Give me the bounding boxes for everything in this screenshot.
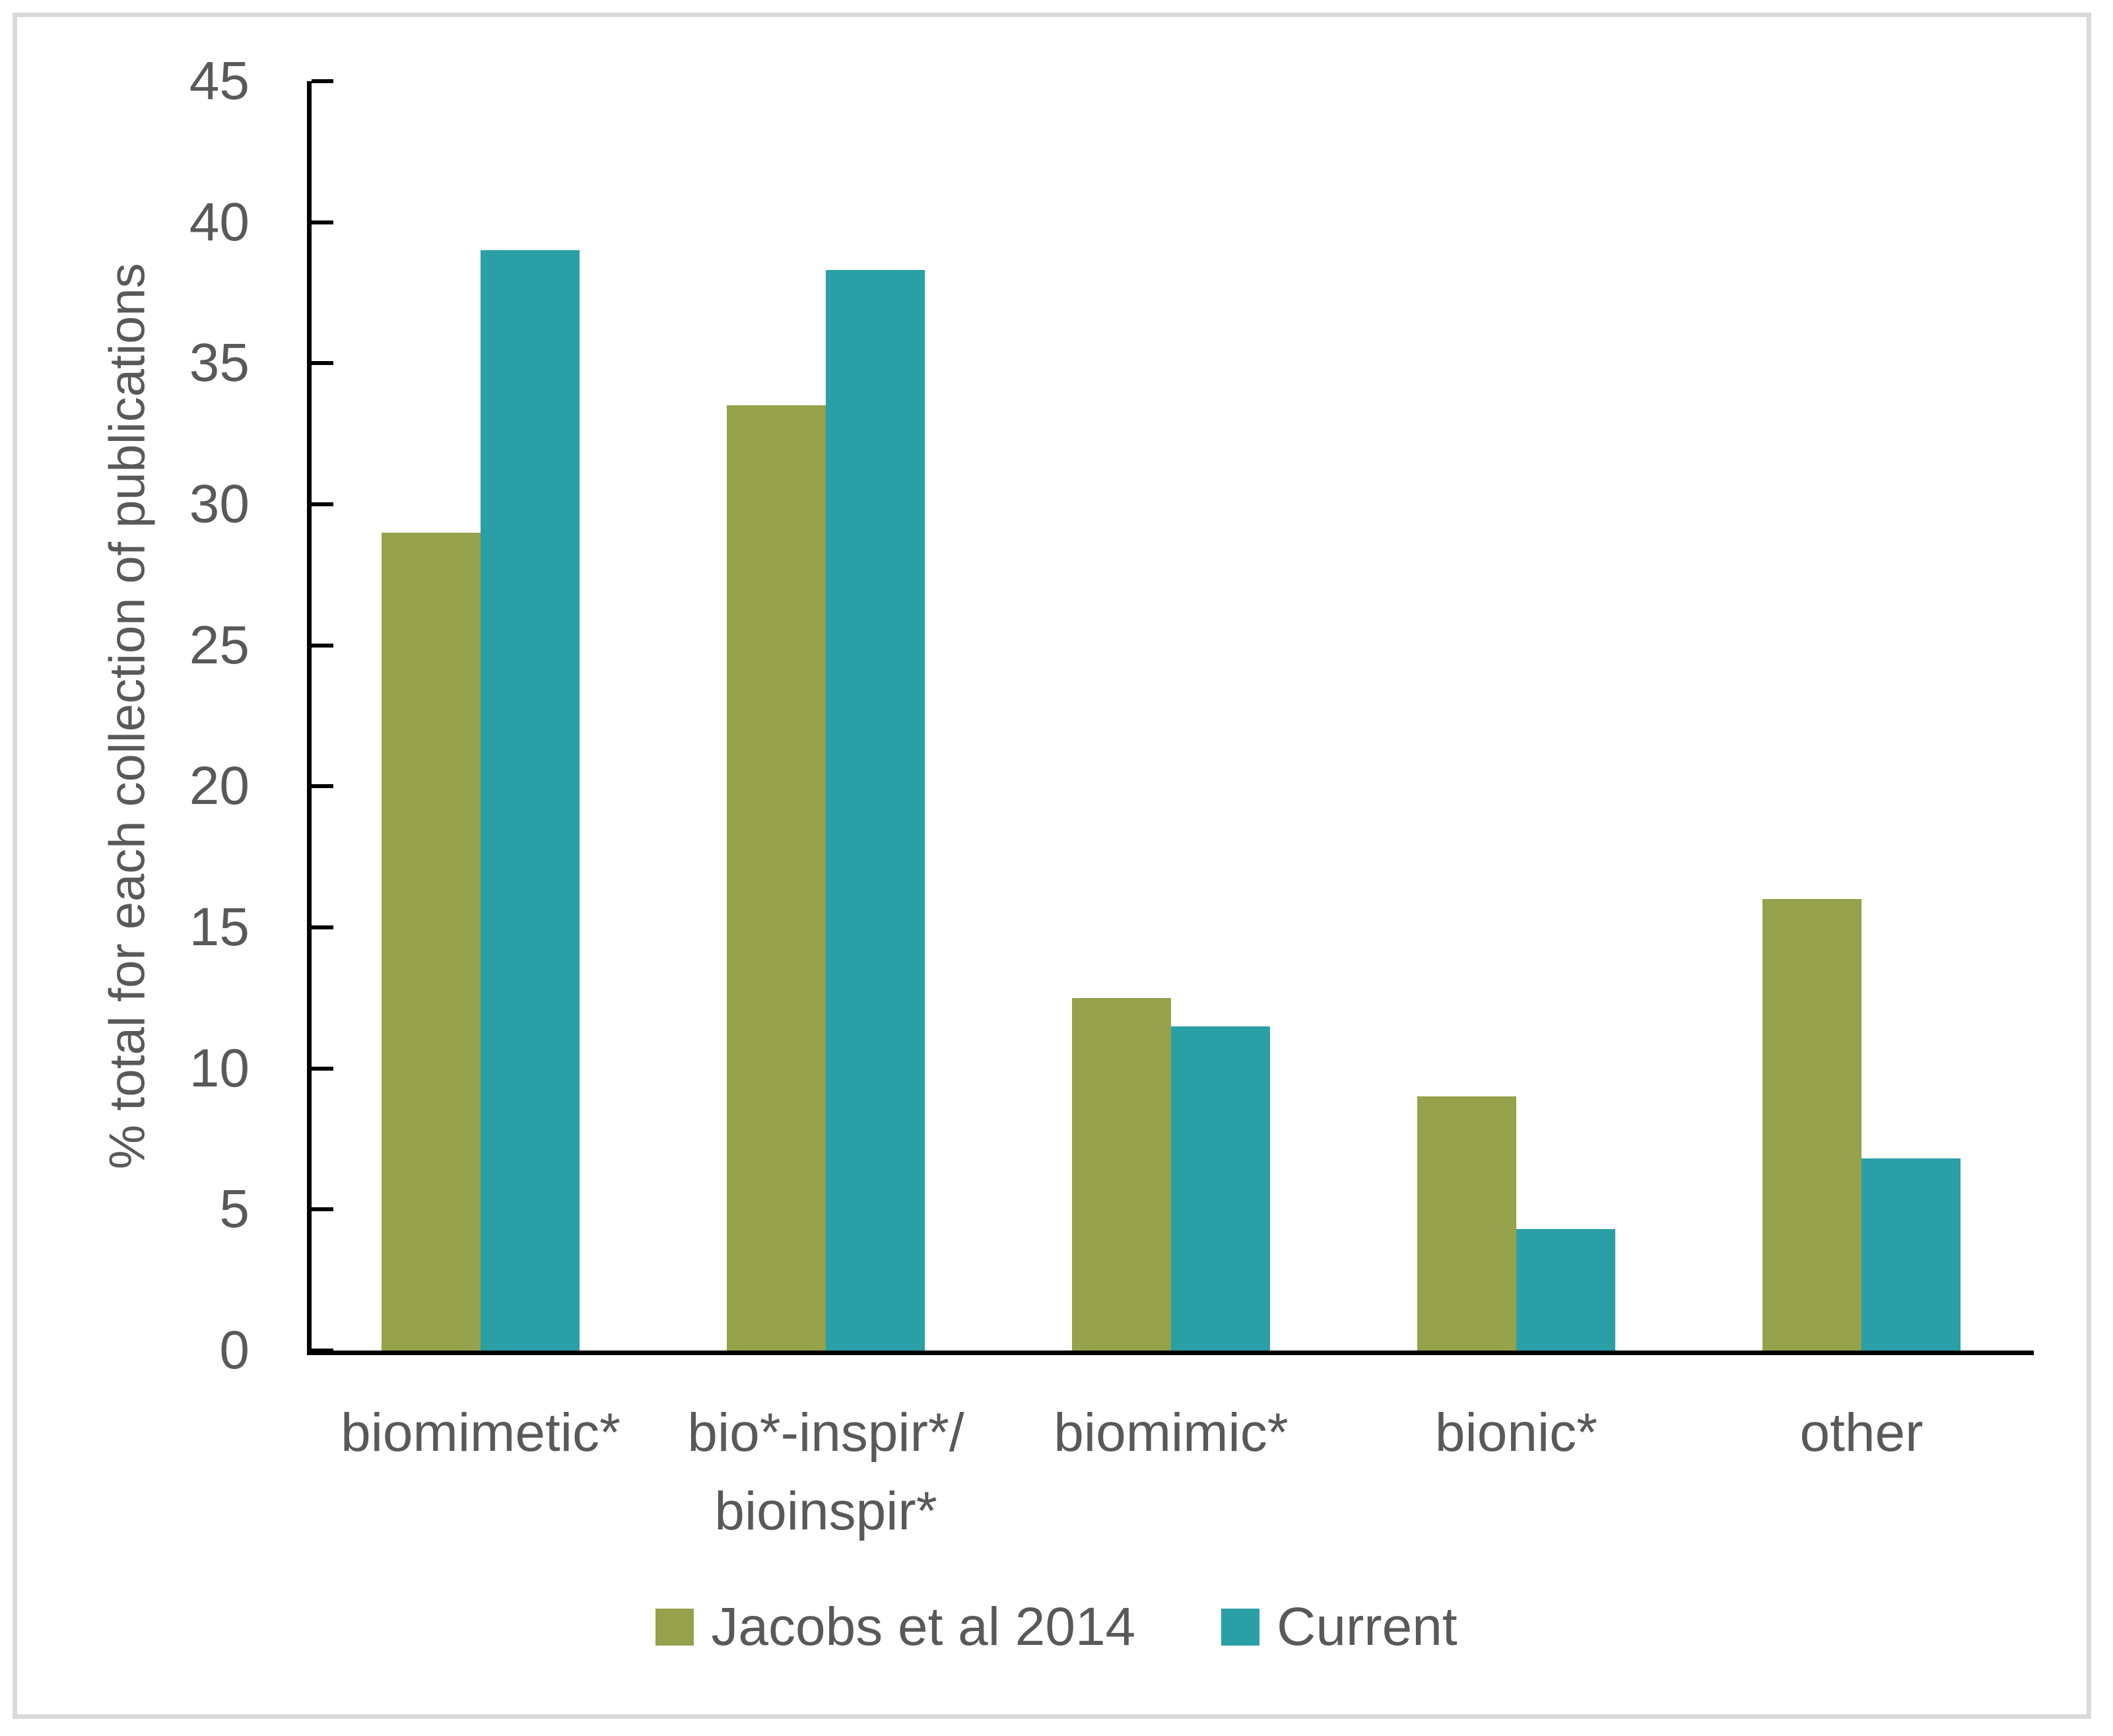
bar-current-bionic xyxy=(1516,1229,1615,1351)
y-tick-label-0: 0 xyxy=(219,1320,250,1380)
y-tick-20 xyxy=(312,784,333,789)
y-tick-15 xyxy=(312,925,333,929)
y-tick-25 xyxy=(312,643,333,648)
y-tick-label-35: 35 xyxy=(189,333,250,393)
y-tick-label-25: 25 xyxy=(189,615,250,675)
legend-label-current: Current xyxy=(1277,1597,1458,1657)
bar-jacobs-et-al-2014-bionic xyxy=(1417,1096,1516,1351)
legend-label-jacobs-et-al-2014: Jacobs et al 2014 xyxy=(711,1597,1136,1657)
x-category-label-bionic: bionic* xyxy=(1434,1403,1598,1463)
x-axis-line xyxy=(307,1351,2034,1355)
y-tick-label-10: 10 xyxy=(189,1038,250,1098)
x-category-label-biomimic: biomimic* xyxy=(1054,1403,1289,1463)
bar-jacobs-et-al-2014-other xyxy=(1762,899,1861,1351)
y-tick-label-15: 15 xyxy=(189,897,250,957)
y-tick-label-20: 20 xyxy=(189,756,250,817)
legend-item-jacobs-et-al-2014: Jacobs et al 2014 xyxy=(655,1596,1135,1658)
bar-current-biomimic xyxy=(1171,1026,1270,1351)
y-tick-0 xyxy=(312,1349,333,1352)
y-tick-10 xyxy=(312,1066,333,1071)
y-axis-title: % total for each collection of publicati… xyxy=(99,263,156,1170)
y-tick-5 xyxy=(312,1207,333,1212)
y-tick-label-30: 30 xyxy=(189,474,250,534)
bar-current-other xyxy=(1861,1158,1961,1351)
x-category-label-other: other xyxy=(1799,1403,1924,1463)
bar-jacobs-et-al-2014-biomimetic xyxy=(382,533,481,1351)
y-tick-45 xyxy=(312,79,333,83)
y-tick-label-40: 40 xyxy=(189,191,250,252)
legend: Jacobs et al 2014 Current xyxy=(0,1596,2113,1658)
legend-swatch-jacobs-et-al-2014 xyxy=(655,1609,694,1646)
legend-swatch-current xyxy=(1221,1609,1260,1646)
x-category-label-bio-inspir: bio*-inspir*/ bioinspir* xyxy=(687,1403,964,1541)
y-tick-30 xyxy=(312,502,333,506)
y-tick-label-45: 45 xyxy=(189,51,250,111)
y-axis-line xyxy=(307,81,312,1355)
bar-current-biomimetic xyxy=(481,250,580,1351)
bar-jacobs-et-al-2014-bio-inspir xyxy=(727,405,826,1351)
y-tick-35 xyxy=(312,361,333,366)
bar-current-bio-inspir xyxy=(826,270,925,1351)
y-tick-40 xyxy=(312,220,333,224)
bar-jacobs-et-al-2014-biomimic xyxy=(1072,998,1171,1351)
x-category-label-biomimetic: biomimetic* xyxy=(341,1403,620,1463)
legend-item-current: Current xyxy=(1221,1596,1458,1658)
y-tick-label-5: 5 xyxy=(219,1179,250,1240)
